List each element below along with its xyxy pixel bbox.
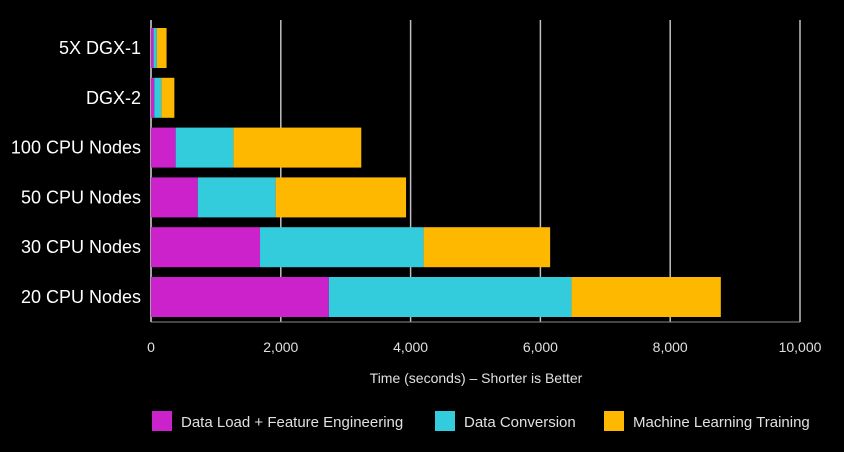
gridlines xyxy=(150,20,801,323)
x-tick-labels: 0 2,000 4,000 6,000 8,000 10,000 xyxy=(147,339,822,355)
bar-segment-3 xyxy=(275,177,407,218)
bar-segment-1 xyxy=(151,277,329,317)
category-label: 20 CPU Nodes xyxy=(21,287,141,307)
bar-segment-2 xyxy=(197,177,276,218)
bar-segment-2 xyxy=(328,277,572,317)
x-tick-label: 10,000 xyxy=(779,339,822,355)
legend-swatch xyxy=(435,411,455,431)
category-label: 50 CPU Nodes xyxy=(21,187,141,207)
bar-segment-3 xyxy=(423,227,551,268)
x-tick-label: 6,000 xyxy=(523,339,558,355)
category-label: 5X DGX-1 xyxy=(59,38,141,58)
x-tick-label: 2,000 xyxy=(263,339,298,355)
x-tick-label: 0 xyxy=(147,339,155,355)
category-label: 100 CPU Nodes xyxy=(11,138,141,158)
bar-segment-3 xyxy=(571,277,721,317)
bars xyxy=(151,28,721,317)
x-axis-title: Time (seconds) – Shorter is Better xyxy=(370,370,583,386)
bar-segment-2 xyxy=(154,77,162,118)
bar-segment-1 xyxy=(151,227,261,268)
bar-segment-1 xyxy=(151,77,155,118)
bar-segment-1 xyxy=(151,177,198,218)
bar-segment-3 xyxy=(156,28,167,68)
legend-label: Data Load + Feature Engineering xyxy=(181,414,403,431)
legend-swatch xyxy=(604,411,624,431)
bar-segment-2 xyxy=(153,28,157,68)
bar-segment-1 xyxy=(151,127,176,168)
bar-segment-2 xyxy=(175,127,234,168)
legend-swatch xyxy=(152,411,172,431)
bar-segment-3 xyxy=(161,77,175,118)
legend: Data Load + Feature Engineering Data Conv… xyxy=(152,411,810,431)
bar-segment-1 xyxy=(151,28,154,68)
category-labels: 5X DGX-1 DGX-2 100 CPU Nodes 50 CPU Nodes 30… xyxy=(11,38,141,307)
legend-label: Machine Learning Training xyxy=(633,414,810,431)
bar-segment-2 xyxy=(260,227,424,268)
legend-label: Data Conversion xyxy=(464,414,576,431)
bar-segment-3 xyxy=(233,127,362,168)
x-tick-label: 8,000 xyxy=(653,339,688,355)
category-label: DGX-2 xyxy=(86,88,141,108)
category-label: 30 CPU Nodes xyxy=(21,237,141,257)
x-tick-label: 4,000 xyxy=(393,339,428,355)
